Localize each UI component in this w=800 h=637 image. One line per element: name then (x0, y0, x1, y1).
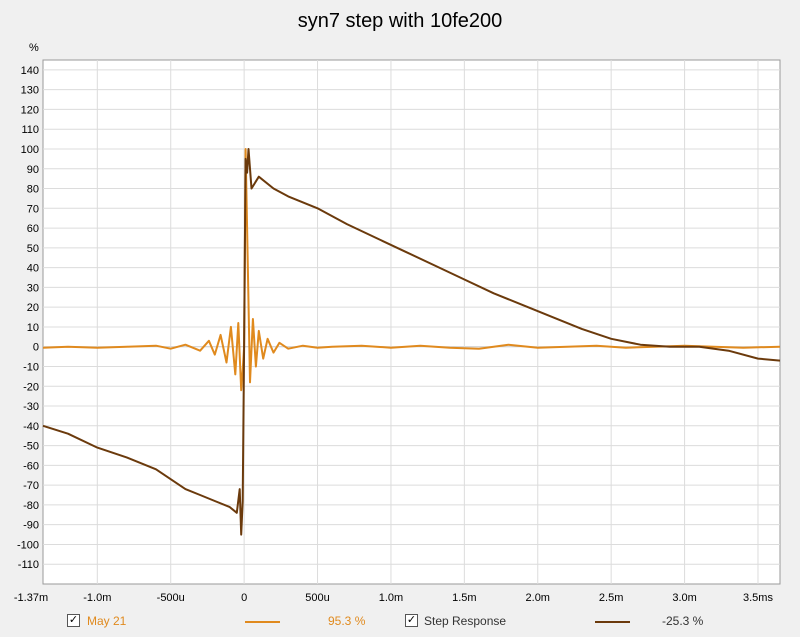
y-tick-label: 50 (27, 243, 39, 255)
x-tick-label: 3.0m (672, 592, 696, 604)
y-tick-label: -60 (23, 460, 39, 472)
y-tick-label: 110 (21, 124, 39, 136)
y-tick-label: 70 (27, 203, 39, 215)
y-tick-label: 60 (27, 223, 39, 235)
y-tick-label: -70 (23, 480, 39, 492)
y-tick-label: -90 (23, 520, 39, 532)
y-tick-label: 40 (27, 263, 39, 275)
axis-ticks: 1401301201101009080706050403020100-10-20… (14, 65, 774, 604)
legend-value-step-response: -25.3 % (662, 614, 704, 628)
x-tick-label: 2.0m (526, 592, 550, 604)
legend-label-may-21: May 21 (87, 614, 127, 628)
legend-checkbox-step-response[interactable]: ✓ (405, 614, 418, 627)
y-tick-label: 90 (27, 164, 39, 176)
y-tick-label: 120 (21, 104, 39, 116)
chart-title: syn7 step with 10fe200 (297, 10, 503, 32)
x-tick-label: -1.0m (83, 592, 111, 604)
x-tick-label: 2.5m (599, 592, 623, 604)
plot-area (42, 59, 781, 585)
y-tick-label: -50 (23, 441, 39, 453)
y-tick-label: 80 (27, 184, 39, 196)
x-tick-label: 500u (305, 592, 329, 604)
grid-lines (43, 60, 780, 584)
y-tick-label: -30 (23, 401, 39, 413)
series-lines (42, 148, 781, 536)
series-line-may-21 (42, 148, 781, 392)
x-tick-label: -1.37m (14, 592, 48, 604)
y-tick-label: -110 (18, 559, 39, 571)
x-tick-label: 3.5ms (743, 592, 773, 604)
y-unit-label: % (29, 42, 39, 54)
x-tick-label: -500u (157, 592, 185, 604)
y-tick-label: -80 (23, 500, 39, 512)
y-tick-label: -40 (23, 421, 39, 433)
x-tick-label: 1.0m (379, 592, 403, 604)
legend-checkbox-may-21[interactable]: ✓ (67, 614, 80, 627)
y-tick-label: 0 (33, 342, 39, 354)
y-tick-label: 20 (27, 302, 39, 314)
y-tick-label: 30 (27, 282, 39, 294)
y-tick-label: -20 (23, 381, 39, 393)
y-tick-label: 100 (21, 144, 39, 156)
y-tick-label: 140 (21, 65, 39, 77)
legend-swatch-may-21 (245, 621, 280, 623)
legend-label-step-response: Step Response (424, 614, 507, 628)
x-tick-label: 0 (241, 592, 247, 604)
legend: ✓ May 21 95.3 % ✓ Step Response -25.3 % (0, 611, 800, 633)
legend-value-may-21: 95.3 % (328, 614, 366, 628)
y-tick-label: -10 (23, 361, 39, 373)
legend-swatch-step-response (595, 621, 630, 623)
y-tick-label: 10 (27, 322, 39, 334)
series-line-step-response (42, 148, 781, 536)
x-tick-label: 1.5m (452, 592, 476, 604)
y-tick-label: -100 (17, 539, 39, 551)
y-tick-label: 130 (21, 85, 39, 97)
